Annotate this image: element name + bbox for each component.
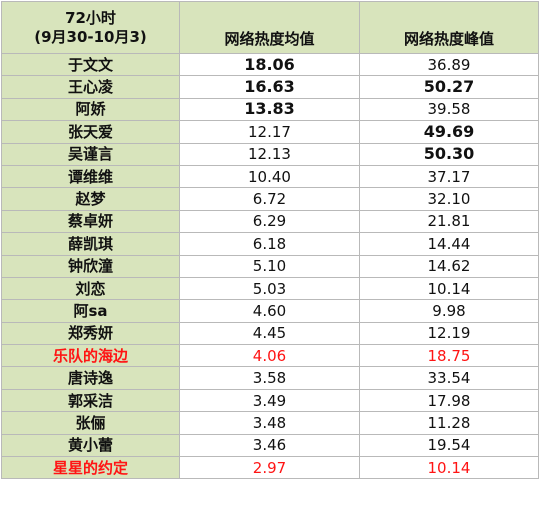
- avg-heat-cell: 16.63: [179, 75, 360, 99]
- avg-heat-cell: 5.03: [179, 276, 360, 301]
- person-name-cell: 郑秀妍: [1, 321, 180, 346]
- period-header-cell: 72小时 (9月30-10月3): [1, 1, 180, 54]
- person-name-cell: 黄小蕾: [1, 433, 180, 458]
- period-line-1: 72小时: [65, 8, 116, 27]
- table-row: 郭采洁 3.49 17.98: [1, 388, 539, 413]
- peak-heat-cell: 36.89: [359, 52, 539, 77]
- person-name-cell: 蔡卓妍: [1, 209, 180, 234]
- peak-heat-cell: 21.81: [359, 209, 539, 234]
- avg-heat-cell: 4.45: [179, 321, 360, 346]
- table-row: 王心凌 16.63 50.27: [1, 75, 539, 99]
- table-row: 谭维维 10.40 37.17: [1, 164, 539, 189]
- avg-heat-cell: 12.13: [179, 142, 360, 166]
- peak-heat-cell: 14.44: [359, 232, 539, 256]
- table-body: 于文文 18.06 36.89 王心凌 16.63 50.27 阿娇 13.83 39.58 张天…: [1, 52, 539, 480]
- person-name-cell: 郭采洁: [1, 388, 180, 413]
- table-row: 阿娇 13.83 39.58: [1, 97, 539, 122]
- person-name-cell: 乐队的海边: [1, 344, 180, 368]
- table-row: 于文文 18.06 36.89: [1, 52, 539, 77]
- peak-heat-cell: 10.14: [359, 456, 539, 480]
- table-row: 薛凯琪 6.18 14.44: [1, 232, 539, 256]
- avg-heat-cell: 18.06: [179, 52, 360, 77]
- peak-heat-cell: 37.17: [359, 164, 539, 189]
- table-row: 钟欣潼 5.10 14.62: [1, 254, 539, 278]
- avg-heat-cell: 6.29: [179, 209, 360, 234]
- table-row: 赵梦 6.72 32.10: [1, 187, 539, 211]
- avg-heat-cell: 6.72: [179, 187, 360, 211]
- table-row: 张天爱 12.17 49.69: [1, 120, 539, 144]
- peak-heat-cell: 9.98: [359, 299, 539, 323]
- avg-heat-cell: 5.10: [179, 254, 360, 278]
- period-line-2: (9月30-10月3): [34, 27, 147, 46]
- person-name-cell: 王心凌: [1, 75, 180, 99]
- header-row: 72小时 (9月30-10月3) 网络热度均值 网络热度峰值: [1, 1, 539, 54]
- peak-heat-cell: 33.54: [359, 366, 539, 390]
- peak-heat-cell: 39.58: [359, 97, 539, 122]
- peak-heat-cell: 50.30: [359, 142, 539, 166]
- person-name-cell: 刘恋: [1, 276, 180, 301]
- person-name-cell: 薛凯琪: [1, 232, 180, 256]
- peak-heat-cell: 17.98: [359, 388, 539, 413]
- peak-heat-cell: 11.28: [359, 411, 539, 435]
- peak-heat-cell: 50.27: [359, 75, 539, 99]
- person-name-cell: 阿sa: [1, 299, 180, 323]
- avg-heat-cell: 13.83: [179, 97, 360, 122]
- person-name-cell: 谭维维: [1, 164, 180, 189]
- table-row: 乐队的海边 4.06 18.75: [1, 344, 539, 368]
- table-row: 吴谨言 12.13 50.30: [1, 142, 539, 166]
- heat-ranking-table: 72小时 (9月30-10月3) 网络热度均值 网络热度峰值 于文文 18.06 3…: [1, 1, 539, 480]
- person-name-cell: 于文文: [1, 52, 180, 77]
- peak-heat-cell: 10.14: [359, 276, 539, 301]
- person-name-cell: 赵梦: [1, 187, 180, 211]
- peak-heat-cell: 32.10: [359, 187, 539, 211]
- avg-heat-cell: 12.17: [179, 120, 360, 144]
- avg-heat-cell: 3.58: [179, 366, 360, 390]
- person-name-cell: 吴谨言: [1, 142, 180, 166]
- peak-heat-cell: 19.54: [359, 433, 539, 458]
- avg-heat-cell: 6.18: [179, 232, 360, 256]
- avg-heat-cell: 2.97: [179, 456, 360, 480]
- table-row: 张俪 3.48 11.28: [1, 411, 539, 435]
- avg-heat-column-header: 网络热度均值: [179, 1, 360, 54]
- table-row: 郑秀妍 4.45 12.19: [1, 321, 539, 346]
- person-name-cell: 钟欣潼: [1, 254, 180, 278]
- avg-heat-cell: 3.49: [179, 388, 360, 413]
- avg-heat-cell: 4.06: [179, 344, 360, 368]
- person-name-cell: 张天爱: [1, 120, 180, 144]
- table-row: 蔡卓妍 6.29 21.81: [1, 209, 539, 234]
- avg-heat-cell: 10.40: [179, 164, 360, 189]
- person-name-cell: 星星的约定: [1, 456, 180, 480]
- avg-heat-cell: 4.60: [179, 299, 360, 323]
- table-row: 阿sa 4.60 9.98: [1, 299, 539, 323]
- peak-heat-cell: 14.62: [359, 254, 539, 278]
- peak-heat-cell: 49.69: [359, 120, 539, 144]
- avg-heat-cell: 3.48: [179, 411, 360, 435]
- peak-heat-cell: 18.75: [359, 344, 539, 368]
- person-name-cell: 阿娇: [1, 97, 180, 122]
- table-row: 刘恋 5.03 10.14: [1, 276, 539, 301]
- peak-heat-cell: 12.19: [359, 321, 539, 346]
- person-name-cell: 唐诗逸: [1, 366, 180, 390]
- peak-heat-column-header: 网络热度峰值: [359, 1, 539, 54]
- table-row: 黄小蕾 3.46 19.54: [1, 433, 539, 458]
- table-row: 星星的约定 2.97 10.14: [1, 456, 539, 480]
- avg-heat-cell: 3.46: [179, 433, 360, 458]
- table-header: 72小时 (9月30-10月3) 网络热度均值 网络热度峰值: [1, 1, 539, 54]
- person-name-cell: 张俪: [1, 411, 180, 435]
- table-row: 唐诗逸 3.58 33.54: [1, 366, 539, 390]
